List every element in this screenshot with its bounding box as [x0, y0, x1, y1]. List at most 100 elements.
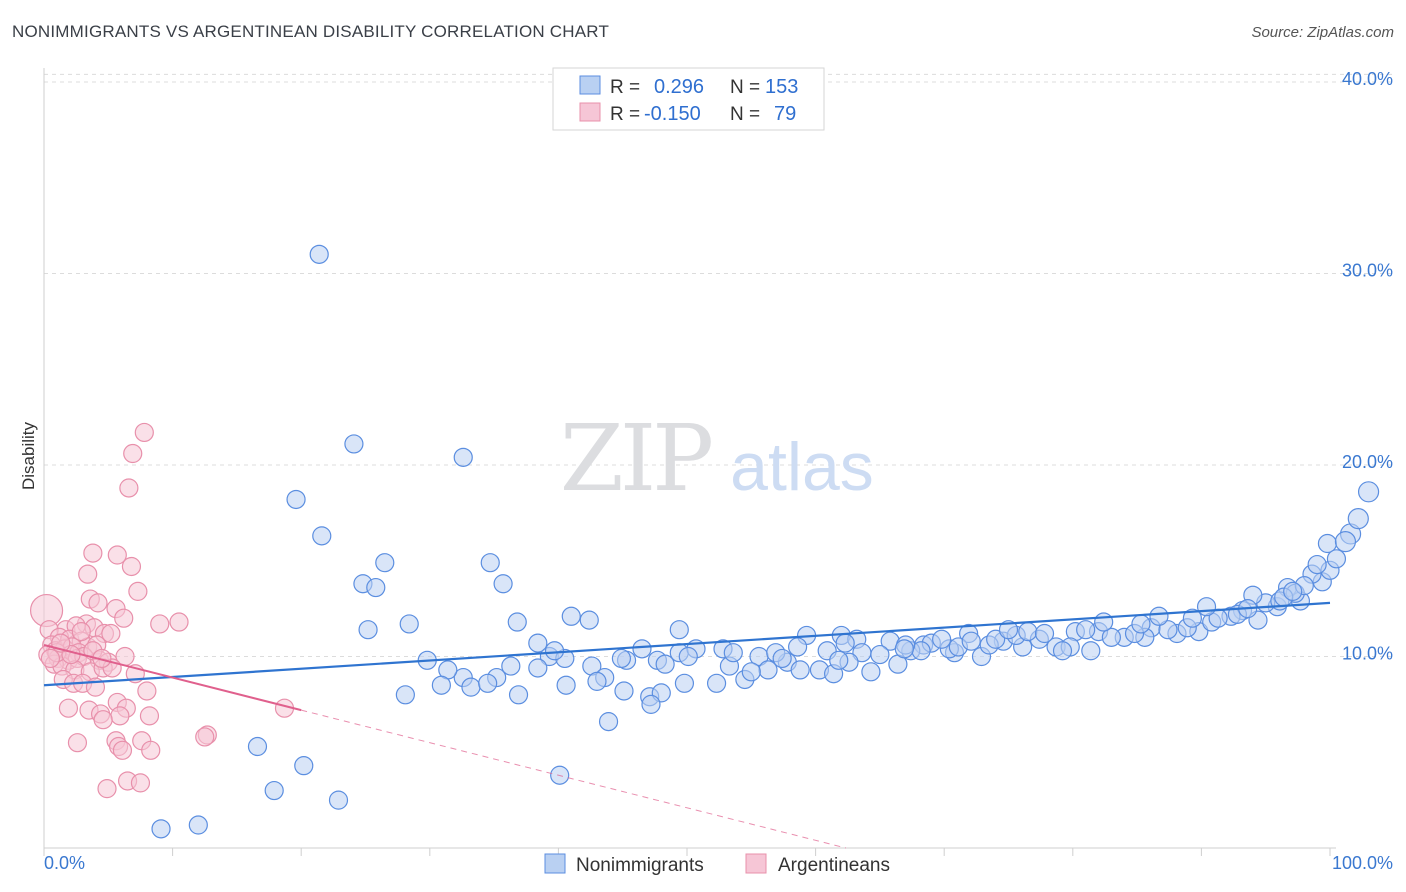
nonimmigrants-point	[1357, 481, 1380, 503]
nonimmigrants-point	[986, 629, 1006, 649]
nonimmigrants-point	[1018, 622, 1038, 642]
argentineans-point	[40, 648, 61, 669]
nonimmigrants-point	[861, 662, 881, 682]
nonimmigrants-point	[395, 685, 415, 705]
nonimmigrants-point	[1094, 612, 1114, 632]
nonimmigrants-point	[1347, 508, 1369, 530]
nonimmigrants-point	[1076, 620, 1096, 640]
nonimmigrants-point	[358, 620, 378, 640]
argentineans-trend-extension	[301, 709, 846, 849]
nonimmigrants-point	[611, 648, 632, 669]
nonimmigrants-point	[790, 660, 810, 680]
nonimmigrants-point	[1149, 606, 1169, 626]
nonimmigrants-point	[1101, 627, 1121, 647]
nonimmigrants-point	[294, 756, 314, 776]
nonimmigrants-point	[247, 736, 268, 757]
argentineans-point	[119, 478, 139, 498]
nonimmigrants-point	[1158, 620, 1178, 640]
nonimmigrants-point	[344, 434, 364, 454]
argentineans-point	[67, 733, 88, 753]
nonimmigrants-points	[151, 244, 1380, 839]
argentineans-point	[110, 706, 130, 726]
argentineans-point	[78, 564, 98, 584]
argentineans-point	[150, 614, 170, 634]
nonimmigrants-point	[587, 671, 607, 691]
argentineans-point	[97, 779, 117, 799]
nonimmigrants-point	[528, 658, 548, 678]
nonimmigrants-point	[655, 654, 675, 674]
nonimmigrants-point	[669, 620, 689, 640]
legend-n-label-1: N =	[730, 77, 760, 98]
nonimmigrants-point	[480, 553, 500, 573]
nonimmigrants-point	[528, 633, 548, 653]
nonimmigrants-point	[723, 643, 743, 663]
nonimmigrants-point	[264, 780, 284, 801]
nonimmigrants-point	[1326, 549, 1347, 569]
grid-layer	[44, 73, 1392, 657]
nonimmigrants-point	[366, 577, 386, 598]
argentineans-point	[195, 727, 215, 747]
legend-n-value-2: 79	[774, 103, 796, 125]
nonimmigrants-point	[309, 244, 329, 264]
y-tick-label: 30.0%	[1342, 261, 1393, 281]
nonimmigrants-point	[561, 606, 581, 626]
legend-r-label-1: R =	[610, 77, 640, 98]
argentineans-point	[112, 740, 133, 760]
argentineans-point	[123, 443, 143, 464]
argentineans-point	[169, 612, 189, 632]
nonimmigrants-point	[1334, 530, 1357, 553]
argentineans-point	[121, 556, 142, 577]
argentineans-point	[58, 698, 79, 718]
argentineans-point	[83, 543, 103, 563]
nonimmigrants-point	[399, 614, 419, 634]
y-tick-label: 10.0%	[1342, 644, 1393, 664]
bottom-legend: Nonimmigrants Argentineans	[544, 853, 890, 876]
nonimmigrants-point	[556, 675, 576, 695]
nonimmigrants-point	[375, 553, 395, 573]
argentineans-point	[141, 740, 161, 760]
nonimmigrants-point	[1034, 623, 1055, 644]
nonimmigrants-point	[641, 694, 661, 714]
nonimmigrants-point	[579, 610, 599, 630]
nonimmigrants-point	[632, 639, 652, 659]
argentineans-point	[101, 623, 121, 644]
nonimmigrants-point	[328, 790, 349, 810]
watermark-zip: ZIP	[560, 405, 711, 512]
nonimmigrants-point	[772, 648, 792, 669]
nonimmigrants-point	[501, 656, 521, 676]
argentineans-points	[29, 422, 295, 799]
argentineans-point	[130, 773, 151, 793]
argentineans-point	[114, 608, 134, 628]
nonimmigrants-point	[312, 526, 332, 546]
nonimmigrants-point	[894, 639, 914, 659]
argentineans-point	[128, 581, 148, 601]
argentineans-point	[71, 622, 91, 642]
nonimmigrants-point	[507, 612, 527, 632]
source-credit: Source: ZipAtlas.com	[1251, 24, 1394, 41]
y-tick-label: 20.0%	[1342, 452, 1393, 472]
bottom-legend-swatch-nonimmigrants	[544, 853, 566, 874]
argentineans-point	[107, 545, 127, 565]
nonimmigrants-point	[453, 447, 473, 467]
argentineans-point	[134, 422, 154, 443]
legend-swatch-argentineans	[579, 102, 601, 122]
nonimmigrants-point	[741, 662, 761, 682]
bottom-legend-nonimmigrants: Nonimmigrants	[576, 855, 704, 876]
nonimmigrants-point	[431, 675, 451, 695]
nonimmigrants-point	[1081, 641, 1101, 661]
legend-r-value-1: 0.296	[654, 76, 704, 98]
nonimmigrants-point	[1131, 614, 1151, 634]
argentineans-point	[137, 681, 157, 701]
argentineans-point	[88, 593, 108, 613]
legend-n-label-2: N =	[730, 104, 760, 125]
y-axis-label: Disability	[19, 421, 38, 490]
watermark: ZIP atlas	[560, 405, 874, 512]
nonimmigrants-point	[961, 631, 981, 651]
watermark-atlas: atlas	[730, 429, 874, 505]
nonimmigrants-point	[1182, 608, 1202, 628]
legend-r-label-2: R =	[610, 104, 640, 125]
nonimmigrants-point	[829, 650, 849, 670]
legend-box: R = 0.296 N = 153 R = -0.150 N = 79	[552, 67, 825, 131]
nonimmigrants-point	[598, 712, 619, 732]
